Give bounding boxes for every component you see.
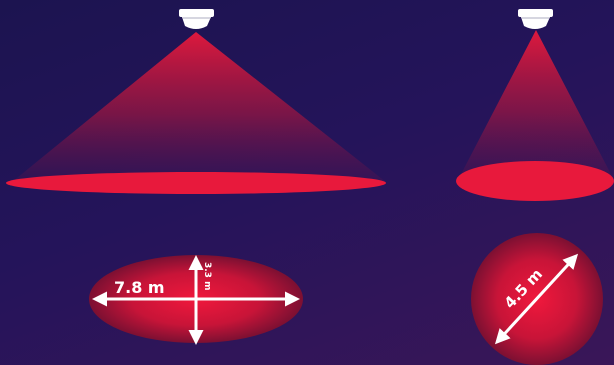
wide-zone-top-view: 7.8 m 3.3 m — [89, 255, 303, 345]
wide-detection-cone — [12, 32, 386, 182]
length-label: 7.8 m — [114, 278, 165, 297]
wide-sensor-group — [6, 9, 386, 194]
narrow-detection-cone — [458, 30, 614, 180]
ceiling-sensor-icon — [518, 9, 553, 29]
ceiling-sensor-icon — [179, 9, 214, 29]
narrow-zone-top-view: 4.5 m — [471, 233, 603, 365]
narrow-sensor-group — [456, 9, 614, 201]
wide-floor-zone — [6, 172, 386, 194]
width-label: 3.3 m — [202, 262, 212, 290]
narrow-floor-zone — [456, 161, 614, 201]
diameter-arrow — [494, 253, 579, 345]
